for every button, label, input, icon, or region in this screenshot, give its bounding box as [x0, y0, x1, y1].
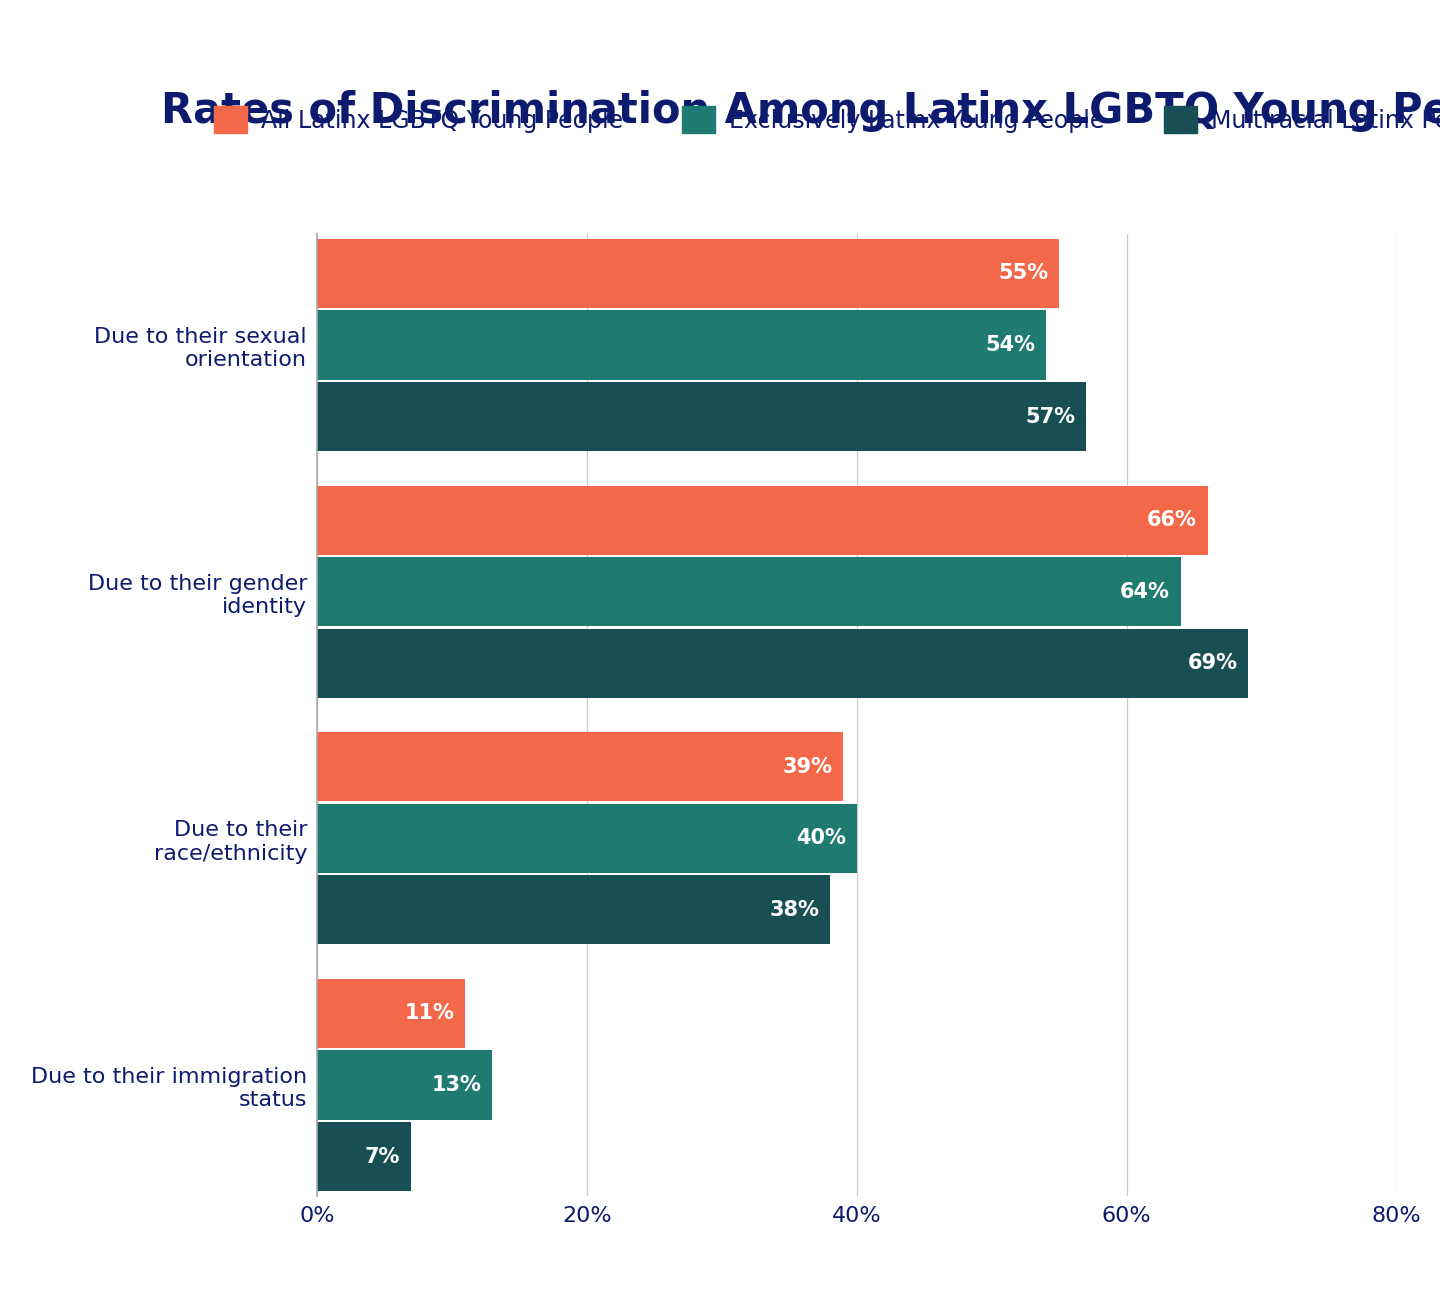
- Text: 54%: 54%: [985, 335, 1035, 355]
- Text: 13%: 13%: [432, 1075, 481, 1095]
- Bar: [317, 1050, 492, 1119]
- Text: 40%: 40%: [796, 828, 847, 849]
- Bar: [317, 979, 465, 1048]
- Legend: All Latinx LGBTQ Young People, Exclusively Latinx Young People, Multiracial Lati: All Latinx LGBTQ Young People, Exclusive…: [204, 96, 1440, 143]
- Bar: [317, 1122, 412, 1191]
- Text: 55%: 55%: [998, 264, 1048, 283]
- Bar: [317, 311, 1045, 380]
- Text: 39%: 39%: [782, 757, 832, 777]
- Text: 66%: 66%: [1148, 510, 1197, 530]
- Text: 11%: 11%: [405, 1004, 455, 1023]
- Text: 38%: 38%: [769, 900, 819, 920]
- Bar: [317, 732, 844, 801]
- Bar: [317, 875, 829, 944]
- Bar: [317, 382, 1086, 451]
- Text: 57%: 57%: [1025, 407, 1076, 426]
- Bar: [317, 239, 1060, 308]
- Text: 64%: 64%: [1120, 581, 1169, 602]
- Text: 7%: 7%: [366, 1147, 400, 1166]
- Bar: [317, 629, 1248, 698]
- Bar: [317, 558, 1181, 627]
- Bar: [317, 803, 857, 872]
- Bar: [317, 486, 1208, 555]
- Title: Rates of Discrimination Among Latinx LGBTQ Young People: Rates of Discrimination Among Latinx LGB…: [161, 90, 1440, 131]
- Text: 69%: 69%: [1188, 653, 1237, 673]
